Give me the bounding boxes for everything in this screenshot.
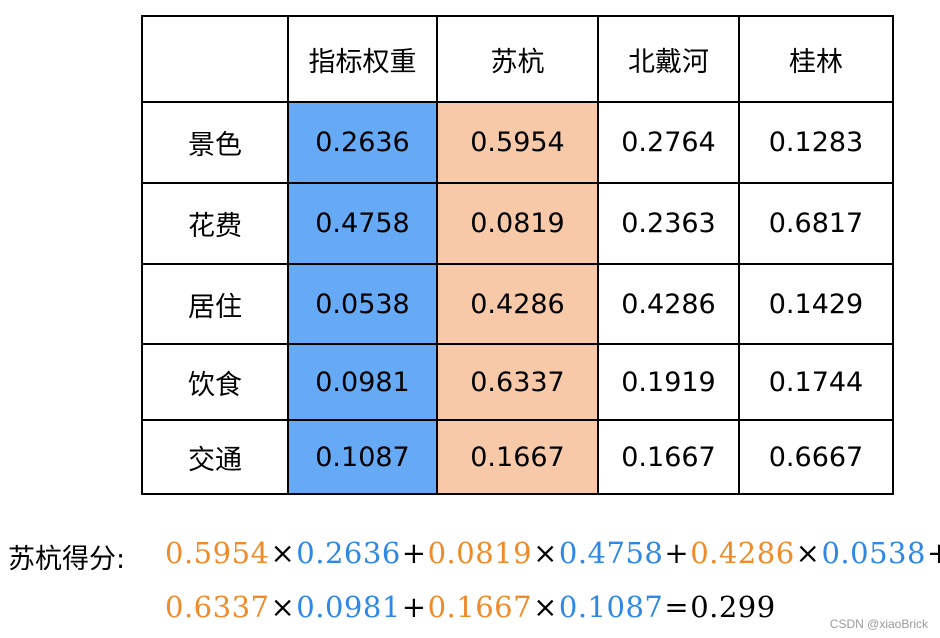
weight-value-cell: 0.1087 xyxy=(287,419,438,495)
guilin-value-cell: 0.1744 xyxy=(738,343,894,421)
table-header-row: 指标权重 苏杭 北戴河 桂林 xyxy=(141,15,894,103)
table-corner-cell xyxy=(141,15,289,103)
equals-operator: = xyxy=(664,590,690,624)
watermark: CSDN @xiaoBrick xyxy=(829,617,928,631)
formula-score: 0.6337 xyxy=(165,590,270,624)
header-cell-suhang: 苏杭 xyxy=(436,15,599,103)
beidaihe-value-cell: 0.4286 xyxy=(597,263,740,345)
formula-label: 苏杭得分: xyxy=(8,544,126,575)
times-operator: × xyxy=(270,536,296,570)
formula-weight: 0.0981 xyxy=(296,590,401,624)
plus-operator: + xyxy=(401,590,427,624)
plus-operator: + xyxy=(664,536,690,570)
formula-weight: 0.1087 xyxy=(558,590,664,624)
row-label: 居住 xyxy=(141,263,289,345)
formula-score: 0.5954 xyxy=(165,536,270,570)
weight-value-cell: 0.0981 xyxy=(287,343,438,421)
weight-value-cell: 0.2636 xyxy=(287,101,438,184)
header-cell-guilin: 桂林 xyxy=(738,15,894,103)
formula-weight: 0.2636 xyxy=(296,536,401,570)
table-row: 交通 0.1087 0.1667 0.1667 0.6667 xyxy=(141,419,894,495)
table-row: 景色 0.2636 0.5954 0.2764 0.1283 xyxy=(141,101,894,184)
table-row: 花费 0.4758 0.0819 0.2363 0.6817 xyxy=(141,182,894,265)
row-label: 饮食 xyxy=(141,343,289,421)
guilin-value-cell: 0.6667 xyxy=(738,419,894,495)
formula-weight: 0.0538 xyxy=(821,536,926,570)
suhang-value-cell: 0.1667 xyxy=(436,419,599,495)
guilin-value-cell: 0.1283 xyxy=(738,101,894,184)
times-operator: × xyxy=(270,590,296,624)
suhang-value-cell: 0.4286 xyxy=(436,263,599,345)
plus-operator: + xyxy=(926,536,940,570)
beidaihe-value-cell: 0.2764 xyxy=(597,101,740,184)
suhang-value-cell: 0.6337 xyxy=(436,343,599,421)
times-operator: × xyxy=(533,536,558,570)
formula-score: 0.0819 xyxy=(427,536,533,570)
times-operator: × xyxy=(795,536,821,570)
formula-line-1: 0.5954×0.2636+0.0819×0.4758+0.4286×0.053… xyxy=(165,536,940,570)
times-operator: × xyxy=(533,590,558,624)
formula-weight: 0.4758 xyxy=(558,536,664,570)
formula-result: 0.299 xyxy=(690,590,776,624)
beidaihe-value-cell: 0.2363 xyxy=(597,182,740,265)
guilin-value-cell: 0.6817 xyxy=(738,182,894,265)
table-row: 居住 0.0538 0.4286 0.4286 0.1429 xyxy=(141,263,894,345)
row-label: 景色 xyxy=(141,101,289,184)
guilin-value-cell: 0.1429 xyxy=(738,263,894,345)
row-label: 花费 xyxy=(141,182,289,265)
row-label: 交通 xyxy=(141,419,289,495)
plus-operator: + xyxy=(401,536,427,570)
suhang-value-cell: 0.5954 xyxy=(436,101,599,184)
weight-value-cell: 0.4758 xyxy=(287,182,438,265)
formula-score: 0.4286 xyxy=(690,536,795,570)
header-cell-beidaihe: 北戴河 xyxy=(597,15,740,103)
header-cell-weight: 指标权重 xyxy=(287,15,438,103)
formula-line-2: 0.6337×0.0981+0.1667×0.1087=0.299 xyxy=(165,590,776,624)
table-row: 饮食 0.0981 0.6337 0.1919 0.1744 xyxy=(141,343,894,421)
weight-value-cell: 0.0538 xyxy=(287,263,438,345)
suhang-value-cell: 0.0819 xyxy=(436,182,599,265)
formula-score: 0.1667 xyxy=(427,590,533,624)
beidaihe-value-cell: 0.1919 xyxy=(597,343,740,421)
weights-table: 指标权重 苏杭 北戴河 桂林 景色 0.2636 0.5954 0.2764 0… xyxy=(141,15,894,495)
beidaihe-value-cell: 0.1667 xyxy=(597,419,740,495)
